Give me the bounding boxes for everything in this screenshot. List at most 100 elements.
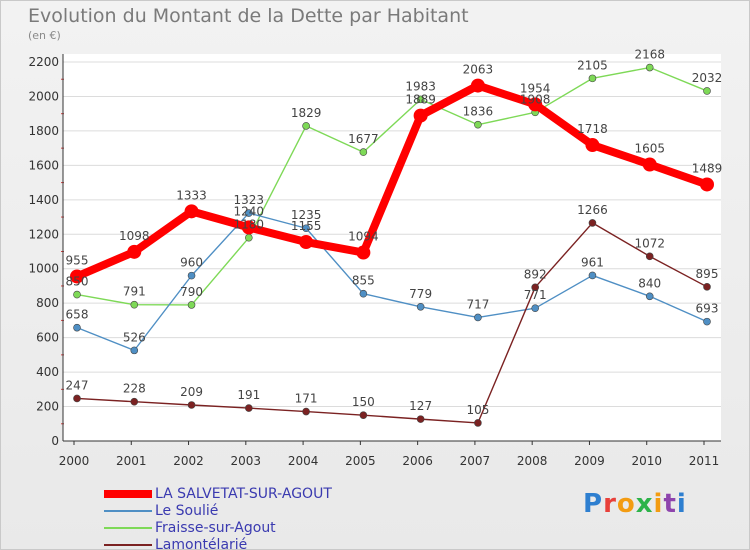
legend-item: Fraisse-sur-Agout <box>104 519 332 536</box>
legend-swatch <box>104 526 152 529</box>
legend-label: Le Soulié <box>155 502 219 519</box>
x-tick-label: 2007 <box>460 454 491 468</box>
data-point <box>703 87 711 95</box>
data-point <box>470 78 485 93</box>
data-label: 1829 <box>291 106 322 120</box>
data-label: 1072 <box>634 236 665 250</box>
grid-layer <box>63 54 721 442</box>
series-line-2 <box>76 66 708 306</box>
data-label: 247 <box>66 378 89 392</box>
data-label: 1489 <box>692 161 723 175</box>
data-point <box>416 302 425 311</box>
data-label: 105 <box>466 403 489 417</box>
data-point <box>356 245 371 260</box>
legend-item: LA SALVETAT-SUR-AGOUT <box>104 485 332 502</box>
data-label: 1718 <box>577 122 608 136</box>
series-line-1 <box>76 212 708 352</box>
data-label: 658 <box>66 308 89 322</box>
data-point <box>645 63 654 72</box>
data-label: 1677 <box>348 132 379 146</box>
data-label: 895 <box>696 267 719 281</box>
data-point <box>585 138 600 153</box>
logo-letter: i <box>653 489 664 519</box>
data-point <box>416 415 425 423</box>
y-tick-label: 1200 <box>28 227 59 241</box>
logo-letter: P <box>583 489 604 519</box>
data-point <box>299 235 314 250</box>
chart-subtitle: (en €) <box>28 29 61 42</box>
x-tick-label: 2003 <box>231 454 262 468</box>
data-label: 840 <box>638 276 661 290</box>
data-point <box>528 97 543 112</box>
data-point <box>531 283 539 292</box>
data-point <box>416 95 425 104</box>
data-point <box>588 271 597 280</box>
data-point <box>703 317 711 326</box>
data-point <box>130 397 139 406</box>
legend-item: Le Soulié <box>104 502 332 519</box>
logo-letter: t <box>663 489 677 519</box>
data-point <box>187 301 196 309</box>
y-tick-label: 0 <box>51 434 59 448</box>
series-layer <box>70 63 714 427</box>
x-tick-label: 2009 <box>574 454 605 468</box>
y-tick-label: 200 <box>36 400 59 414</box>
data-point <box>474 313 482 322</box>
data-label: 1333 <box>176 188 207 202</box>
data-point <box>703 283 711 291</box>
legend-label: Lamontélarié <box>155 536 248 550</box>
data-label: 961 <box>581 255 604 269</box>
data-point <box>474 419 482 427</box>
plot-area <box>63 54 721 441</box>
x-tick-label: 2006 <box>402 454 433 468</box>
data-label: 1605 <box>634 142 665 156</box>
x-tick-label: 2004 <box>288 454 319 468</box>
data-label: 717 <box>466 297 489 311</box>
data-label: 1954 <box>520 81 551 95</box>
data-point <box>588 74 597 83</box>
y-tick-label: 400 <box>36 365 59 379</box>
data-point <box>245 233 253 242</box>
x-tick-label: 2000 <box>59 454 90 468</box>
data-point <box>413 108 428 123</box>
data-point <box>302 122 310 130</box>
data-label: 1266 <box>577 203 608 217</box>
data-point <box>302 224 310 233</box>
data-label: 1155 <box>291 219 322 233</box>
data-label: 1235 <box>291 208 322 222</box>
data-point <box>359 289 368 298</box>
data-point <box>645 252 654 261</box>
data-label: 2063 <box>463 63 494 77</box>
logo-letter: x <box>635 489 654 519</box>
data-label: 790 <box>180 285 203 299</box>
data-label: 1836 <box>463 105 494 119</box>
y-tick-label: 2200 <box>28 55 59 69</box>
data-label: 693 <box>696 302 719 316</box>
data-point <box>241 220 256 235</box>
x-tick-label: 2008 <box>517 454 548 468</box>
data-label: 2032 <box>692 71 723 85</box>
data-label: 1908 <box>520 92 551 106</box>
y-tick-label: 1000 <box>28 262 59 276</box>
data-point <box>359 148 368 156</box>
x-tick-label: 2001 <box>116 454 147 468</box>
y-tick-label: 600 <box>36 331 59 345</box>
legend-label: Fraisse-sur-Agout <box>155 519 276 536</box>
data-label: 1240 <box>234 204 265 218</box>
data-label: 1889 <box>405 93 436 107</box>
data-point <box>73 394 81 403</box>
data-label: 1098 <box>119 229 150 243</box>
data-label: 191 <box>237 388 260 402</box>
data-label: 171 <box>295 392 318 406</box>
data-label: 526 <box>123 330 146 344</box>
legend-label: LA SALVETAT-SUR-AGOUT <box>155 485 332 502</box>
legend: LA SALVETAT-SUR-AGOUT Le Soulié Fraisse-… <box>104 485 332 550</box>
data-label: 1323 <box>234 193 265 207</box>
y-tick-label: 1600 <box>28 158 59 172</box>
x-tick-label: 2005 <box>345 454 376 468</box>
data-label: 955 <box>66 253 89 267</box>
data-label: 1983 <box>405 79 436 93</box>
data-point <box>700 177 714 192</box>
